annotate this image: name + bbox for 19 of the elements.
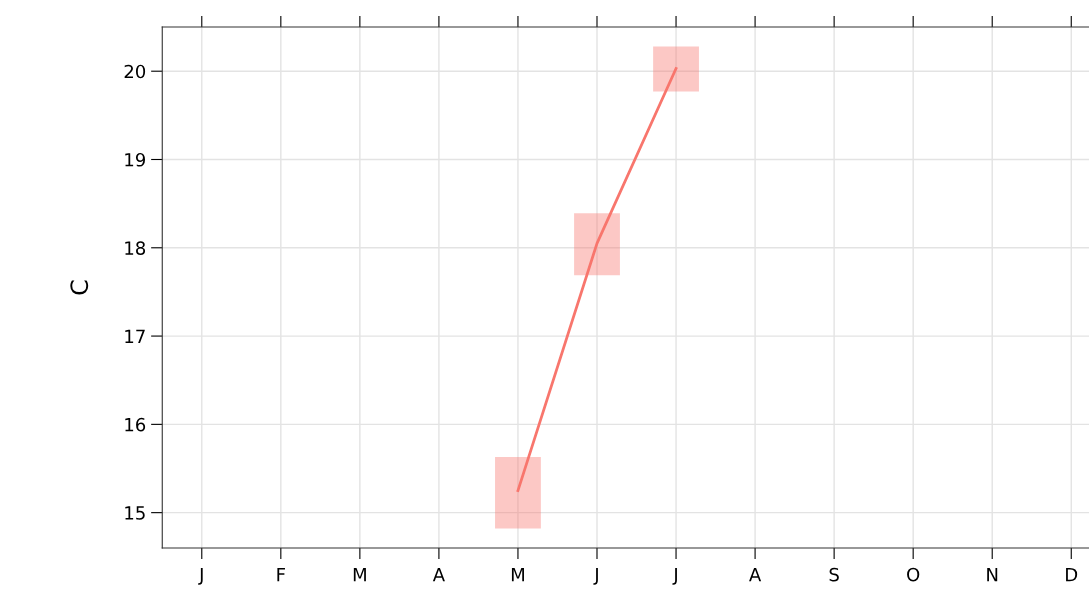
x-tick-label: F — [277, 567, 285, 582]
y-axis-title: C — [70, 280, 89, 295]
x-tick-label: S — [829, 567, 839, 582]
x-tick-label: J — [198, 567, 203, 585]
x-tick-label: A — [432, 567, 445, 582]
x-tick-label: M — [353, 567, 366, 582]
y-tick-label: 20 — [124, 64, 146, 79]
x-tick-label: O — [907, 567, 920, 582]
x-tick-label: J — [672, 567, 677, 585]
y-tick-label: 15 — [125, 506, 145, 520]
x-tick-label: M — [511, 567, 524, 582]
x-tick-label: A — [749, 567, 762, 582]
x-tick-label: J — [593, 567, 598, 585]
y-tick-label: 19 — [125, 152, 146, 167]
y-tick-label: 17 — [125, 329, 145, 343]
x-tick-label: D — [1066, 567, 1078, 582]
y-tick-label: 16 — [125, 417, 146, 432]
y-tick-label: 18 — [125, 241, 146, 255]
x-tick-label: N — [987, 567, 998, 582]
